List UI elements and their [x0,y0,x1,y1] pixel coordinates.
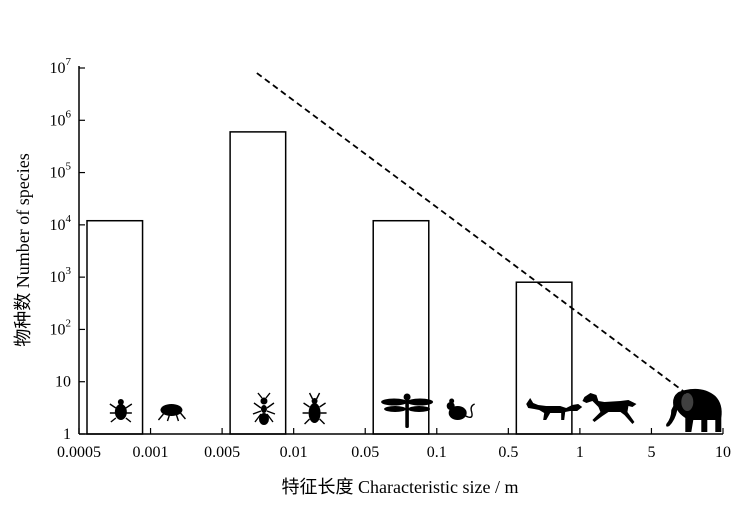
x-axis-title: 特征长度 Characteristic size / m [282,477,519,497]
x-tick-label: 5 [647,444,655,461]
y-tick-label: 107 [50,56,72,77]
silhouettes-layer [109,388,722,432]
y-tick-label: 1 [63,426,71,443]
beetle-icon [302,392,327,425]
x-tick-label: 0.5 [498,444,518,461]
x-tick-label: 0.1 [427,444,447,461]
y-axis-title: 物种数 Number of species [13,153,33,346]
bar-1 [86,219,144,435]
y-tick-label: 10 [55,374,71,391]
x-tick-label: 0.01 [280,444,308,461]
bar-2 [229,131,287,435]
y-tick-label: 102 [50,317,72,338]
ant-icon [252,392,276,425]
bars-layer [86,131,573,435]
x-tick-label: 0.005 [204,444,240,461]
mouse-icon [446,398,475,420]
louse-icon [109,399,133,423]
trend-line [256,72,687,395]
x-tick-label: 1 [576,444,584,461]
horse-icon [582,393,637,424]
x-tick-label: 0.001 [133,444,169,461]
x-tick-label: 0.05 [351,444,379,461]
dragonfly-icon [381,393,434,428]
y-tick-label: 106 [50,108,72,129]
y-tick-label: 105 [50,161,72,182]
elephant-icon [666,388,722,432]
y-tick-label: 104 [50,213,72,234]
flea-icon [157,404,186,422]
bar-3 [372,219,430,435]
y-tick-label: 103 [50,265,72,286]
x-tick-label: 0.0005 [57,444,101,461]
fox-icon [526,398,583,420]
trend-layer [256,72,687,395]
x-tick-label: 10 [715,444,731,461]
